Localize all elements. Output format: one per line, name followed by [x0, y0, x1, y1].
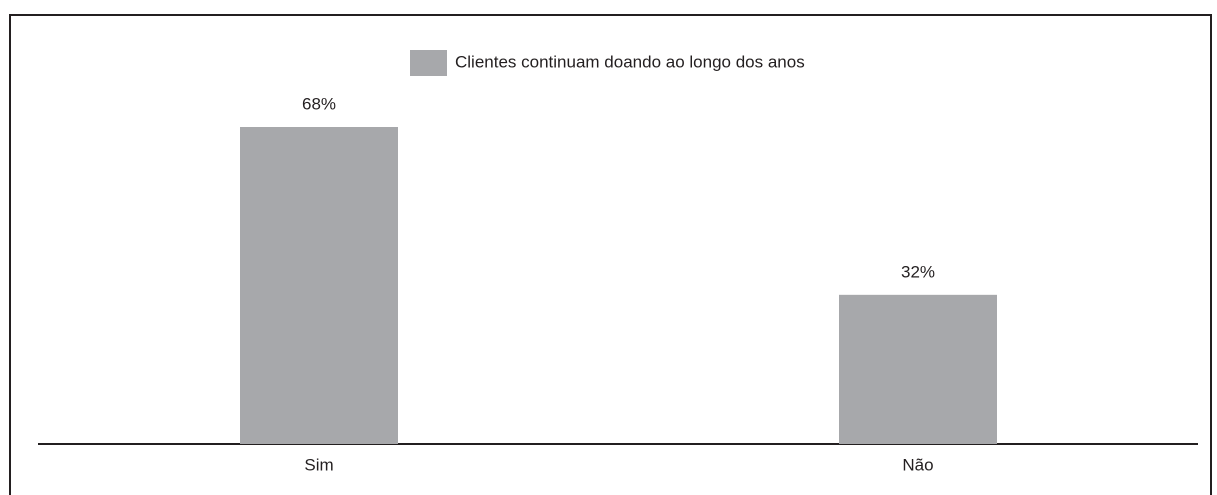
value-label: 32%: [901, 262, 935, 281]
bar: [240, 127, 398, 444]
legend-label: Clientes continuam doando ao longo dos a…: [455, 52, 805, 71]
x-tick-label: Sim: [304, 455, 333, 474]
x-tick-label: Não: [902, 455, 933, 474]
value-label: 68%: [302, 94, 336, 113]
frame: [9, 14, 1212, 495]
legend-swatch: [410, 50, 447, 76]
bar: [839, 294, 997, 444]
